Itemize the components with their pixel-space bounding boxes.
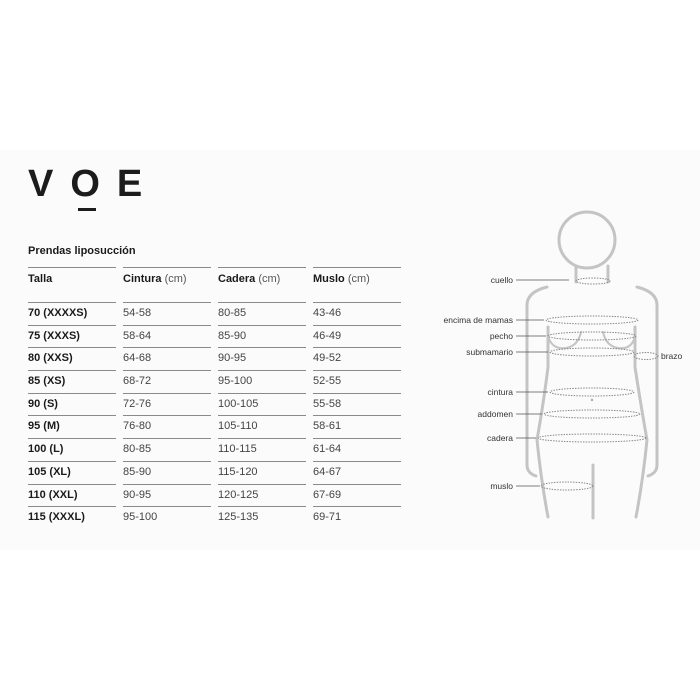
- cell-size: 95 (M): [28, 415, 116, 438]
- measurement-loops: [537, 277, 659, 491]
- underbust-loop: [549, 347, 635, 357]
- cell-size: 105 (XL): [28, 460, 116, 484]
- cell-cintura: 85-90: [123, 460, 211, 484]
- cell-muslo: 67-69: [313, 483, 401, 507]
- cell-cadera: 125-135: [218, 506, 306, 529]
- table-row: 95 (M) 76-80 105-110 58-61: [28, 415, 402, 438]
- cell-size: 90 (S): [28, 392, 116, 416]
- cell-cadera: 115-120: [218, 460, 306, 484]
- cell-muslo: 55-58: [313, 392, 401, 416]
- cell-cadera: 95-100: [218, 370, 306, 393]
- label-addomen: addomen: [478, 409, 514, 419]
- table-row: 105 (XL) 85-90 115-120 64-67: [28, 460, 402, 484]
- label-muslo: muslo: [490, 481, 513, 491]
- table-title: Prendas liposucción: [28, 245, 136, 257]
- above-bust-loop: [545, 315, 639, 325]
- table-row: 85 (XS) 68-72 95-100 52-55: [28, 370, 402, 393]
- cell-cintura: 80-85: [123, 438, 211, 461]
- cell-size: 80 (XXS): [28, 347, 116, 370]
- table-row: 110 (XXL) 90-95 120-125 67-69: [28, 483, 402, 507]
- label-encima-de-mamas: encima de mamas: [444, 315, 513, 325]
- cell-muslo: 46-49: [313, 324, 401, 348]
- table-row: 90 (S) 72-76 100-105 55-58: [28, 392, 402, 416]
- cell-muslo: 43-46: [313, 302, 401, 325]
- cell-cintura: 68-72: [123, 370, 211, 393]
- header-cintura: Cintura (cm): [123, 267, 211, 302]
- cell-cadera: 90-95: [218, 347, 306, 370]
- leader-lines: [516, 279, 569, 487]
- navel-dot: [590, 398, 594, 402]
- thigh-loop: [540, 481, 594, 491]
- left-arm-outline: [525, 285, 549, 478]
- header-cadera: Cadera (cm): [218, 267, 306, 302]
- cell-muslo: 69-71: [313, 506, 401, 529]
- cell-size: 115 (XXXL): [28, 506, 116, 529]
- table-body: 70 (XXXXS) 54-58 80-85 43-46 75 (XXXS) 58-64 8…: [28, 302, 402, 529]
- cell-muslo: 52-55: [313, 370, 401, 393]
- size-table: Talla Cintura (cm) Cadera (cm) Muslo (cm…: [28, 267, 402, 529]
- arm-loop: [633, 352, 659, 360]
- cell-cintura: 76-80: [123, 415, 211, 438]
- cell-cadera: 80-85: [218, 302, 306, 325]
- cell-muslo: 49-52: [313, 347, 401, 370]
- label-cintura: cintura: [487, 387, 513, 397]
- label-cuello: cuello: [491, 275, 513, 285]
- table-row: 115 (XXXL) 95-100 125-135 69-71: [28, 506, 402, 529]
- brand-logo: VOE: [28, 163, 160, 205]
- cell-cadera: 110-115: [218, 438, 306, 461]
- cell-cintura: 72-76: [123, 392, 211, 416]
- cell-size: 75 (XXXS): [28, 324, 116, 348]
- cell-size: 85 (XS): [28, 370, 116, 393]
- table-row: 70 (XXXXS) 54-58 80-85 43-46: [28, 302, 402, 325]
- table-row: 75 (XXXS) 58-64 85-90 46-49: [28, 324, 402, 348]
- cell-size: 110 (XXL): [28, 483, 116, 507]
- logo-underline: [78, 208, 96, 211]
- table-header: Talla Cintura (cm) Cadera (cm) Muslo (cm…: [28, 267, 402, 302]
- cell-cintura: 54-58: [123, 302, 211, 325]
- abdomen-loop: [543, 409, 641, 419]
- background-band: [0, 150, 700, 550]
- label-brazo: brazo: [661, 351, 683, 361]
- cell-cintura: 90-95: [123, 483, 211, 507]
- bust-loop: [547, 331, 637, 341]
- bust-outline: [547, 331, 636, 350]
- header-muslo: Muslo (cm): [313, 267, 401, 302]
- cell-size: 70 (XXXXS): [28, 302, 116, 325]
- cell-muslo: 61-64: [313, 438, 401, 461]
- cell-size: 100 (L): [28, 438, 116, 461]
- cell-cadera: 120-125: [218, 483, 306, 507]
- cell-cintura: 64-68: [123, 347, 211, 370]
- cell-cadera: 105-110: [218, 415, 306, 438]
- right-arm-outline: [635, 285, 659, 478]
- cell-cintura: 58-64: [123, 324, 211, 348]
- cell-cadera: 85-90: [218, 324, 306, 348]
- head-outline: [557, 210, 617, 270]
- hip-loop: [537, 433, 647, 443]
- right-torso-outline: [633, 325, 649, 519]
- label-cadera: cadera: [487, 433, 513, 443]
- cell-cintura: 95-100: [123, 506, 211, 529]
- left-torso-outline: [535, 325, 550, 519]
- label-pecho: pecho: [490, 331, 513, 341]
- cell-muslo: 58-61: [313, 415, 401, 438]
- label-submamario: submamario: [466, 347, 513, 357]
- table-row: 100 (L) 80-85 110-115 61-64: [28, 438, 402, 461]
- neck-loop: [575, 277, 611, 285]
- body-silhouette: [525, 210, 659, 520]
- cell-cadera: 100-105: [218, 392, 306, 416]
- cell-muslo: 64-67: [313, 460, 401, 484]
- header-talla: Talla: [28, 267, 116, 302]
- waist-loop: [549, 387, 635, 397]
- table-row: 80 (XXS) 64-68 90-95 49-52: [28, 347, 402, 370]
